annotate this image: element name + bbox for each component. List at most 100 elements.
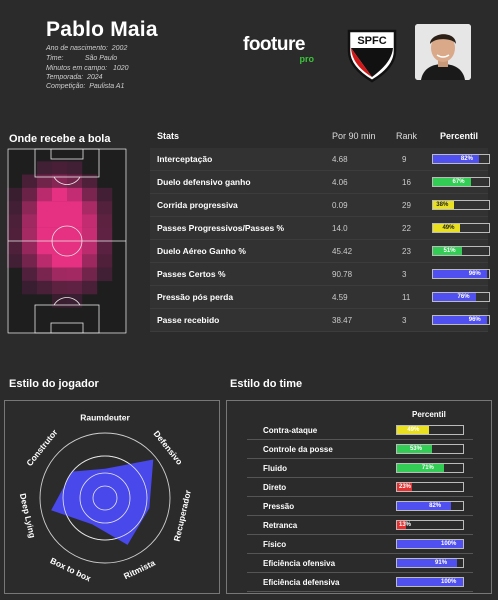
stat-percentile-fill bbox=[433, 293, 476, 301]
heatmap-cell bbox=[7, 254, 23, 268]
heatmap-cell bbox=[82, 201, 98, 215]
heatmap-cell bbox=[97, 201, 113, 215]
team-percentile-fill bbox=[397, 521, 406, 529]
stat-percentile-fill bbox=[433, 201, 455, 209]
team-style-label: Pressão bbox=[263, 502, 295, 511]
heatmap-cell bbox=[82, 254, 98, 268]
team-percentile-label: 71% bbox=[421, 465, 434, 471]
stat-per90: 90.78 bbox=[332, 270, 353, 279]
heatmap-cell bbox=[97, 187, 113, 202]
info-team: Time: São Paulo bbox=[46, 55, 118, 62]
info-minutes: Minutos em campo: 1020 bbox=[46, 65, 129, 72]
stat-per90: 4.68 bbox=[332, 155, 348, 164]
heatmap-cell bbox=[82, 214, 98, 228]
team-percentile-bar: 100% bbox=[396, 539, 464, 549]
player-style-panel: Raumdeuter Defensivo Recuperador Ritmista Bo… bbox=[4, 400, 220, 594]
heatmap-cell bbox=[67, 267, 83, 282]
team-style-row: Contra-ataque 49% bbox=[247, 422, 473, 440]
heatmap-cell bbox=[52, 187, 68, 202]
team-style-header: Percentil bbox=[412, 410, 446, 419]
stat-label: Passes Certos % bbox=[157, 269, 226, 279]
heatmap-cell bbox=[7, 214, 23, 228]
team-percentile-label: 100% bbox=[441, 579, 457, 585]
heatmap-cell bbox=[67, 280, 83, 295]
stat-rank: 23 bbox=[402, 247, 411, 256]
team-style-row: Físico 100% bbox=[247, 536, 473, 554]
team-percentile-bar: 100% bbox=[396, 577, 464, 587]
heatmap-cell bbox=[97, 241, 113, 255]
club-badge-icon: SPFC bbox=[347, 29, 397, 83]
heatmap-cell bbox=[37, 214, 53, 228]
heatmap-cell bbox=[82, 227, 98, 242]
team-style-row: Eficiência defensiva 100% bbox=[247, 574, 473, 592]
heatmap-cell bbox=[22, 241, 38, 255]
team-percentile-fill bbox=[397, 502, 452, 510]
radar-axis-label: Ritmista bbox=[122, 558, 157, 582]
team-percentile-fill bbox=[397, 445, 432, 453]
stats-row: Pressão pós perda 4.59 11 76% bbox=[150, 286, 490, 309]
player-style-radar: Raumdeuter Defensivo Recuperador Ritmista Bo… bbox=[18, 412, 193, 583]
team-percentile-bar: 13% bbox=[396, 520, 464, 530]
team-style-panel: Percentil Contra-ataque 49% Controle da po… bbox=[226, 400, 492, 594]
stat-rank: 3 bbox=[402, 270, 407, 279]
team-style-label: Físico bbox=[263, 540, 287, 549]
team-style-row: Eficiência ofensiva 91% bbox=[247, 555, 473, 573]
stat-percentile-fill bbox=[433, 224, 461, 232]
player-avatar-icon bbox=[415, 24, 471, 80]
team-style-row: Retranca 13% bbox=[247, 517, 473, 535]
info-birth-year: Ano de nascimento: 2002 bbox=[46, 45, 128, 52]
heatmap-cell bbox=[37, 227, 53, 242]
stat-percentile-bar: 51% bbox=[432, 246, 490, 256]
team-percentile-bar: 71% bbox=[396, 463, 464, 473]
stat-rank: 11 bbox=[402, 293, 411, 302]
heatmap-cell bbox=[22, 187, 38, 202]
heatmap-cell bbox=[22, 280, 38, 295]
stats-header-rank: Rank bbox=[396, 131, 418, 141]
heatmap-cell bbox=[82, 187, 98, 202]
stat-percentile-bar: 96% bbox=[432, 269, 490, 279]
radar-ring-overlay bbox=[62, 455, 148, 541]
team-percentile-fill bbox=[397, 578, 463, 586]
heatmap-cell bbox=[37, 187, 53, 202]
heatmap-cell bbox=[52, 174, 68, 189]
team-style-label: Controle da posse bbox=[263, 445, 333, 454]
stats-row: Passes Certos % 90.78 3 96% bbox=[150, 263, 490, 286]
stat-label: Pressão pós perda bbox=[157, 292, 234, 302]
stat-label: Duelo defensivo ganho bbox=[157, 177, 251, 187]
stats-header-stat: Stats bbox=[157, 131, 180, 141]
team-percentile-label: 91% bbox=[435, 560, 448, 566]
team-percentile-bar: 82% bbox=[396, 501, 464, 511]
stat-percentile-bar: 82% bbox=[432, 154, 490, 164]
heatmap-cell bbox=[67, 254, 83, 268]
team-percentile-fill bbox=[397, 483, 413, 491]
footure-logo: footure pro bbox=[243, 34, 318, 64]
info-competition: Competição: Paulista A1 bbox=[46, 83, 125, 90]
player-style-title: Estilo do jogador bbox=[9, 378, 99, 390]
stat-percentile-label: 38% bbox=[436, 202, 449, 208]
heatmap-cell bbox=[37, 201, 53, 215]
stats-row: Passes Progressivos/Passes % 14.0 22 49% bbox=[150, 217, 490, 240]
team-percentile-fill bbox=[397, 464, 444, 472]
stat-percentile-bar: 76% bbox=[432, 292, 490, 302]
team-percentile-bar: 53% bbox=[396, 444, 464, 454]
stat-label: Passe recebido bbox=[157, 315, 220, 325]
stats-row: Interceptação 4.68 9 82% bbox=[150, 148, 490, 171]
stat-percentile-label: 82% bbox=[460, 156, 473, 162]
stat-percentile-label: 76% bbox=[457, 294, 470, 300]
heatmap-cell bbox=[52, 254, 68, 268]
heatmap-cell bbox=[52, 267, 68, 282]
team-style-row: Pressão 82% bbox=[247, 498, 473, 516]
heatmap-cell bbox=[22, 174, 38, 189]
stat-label: Corrida progressiva bbox=[157, 200, 238, 210]
team-percentile-bar: 49% bbox=[396, 425, 464, 435]
heatmap-cell bbox=[67, 227, 83, 242]
heatmap-cell bbox=[82, 241, 98, 255]
stat-rank: 3 bbox=[402, 316, 407, 325]
team-percentile-label: 100% bbox=[441, 541, 457, 547]
pitch-heatmap bbox=[7, 148, 127, 334]
stat-rank: 9 bbox=[402, 155, 407, 164]
stat-percentile-fill bbox=[433, 316, 487, 324]
team-percentile-label: 53% bbox=[409, 446, 422, 452]
stat-per90: 38.47 bbox=[332, 316, 353, 325]
team-style-title: Estilo do time bbox=[230, 378, 303, 390]
